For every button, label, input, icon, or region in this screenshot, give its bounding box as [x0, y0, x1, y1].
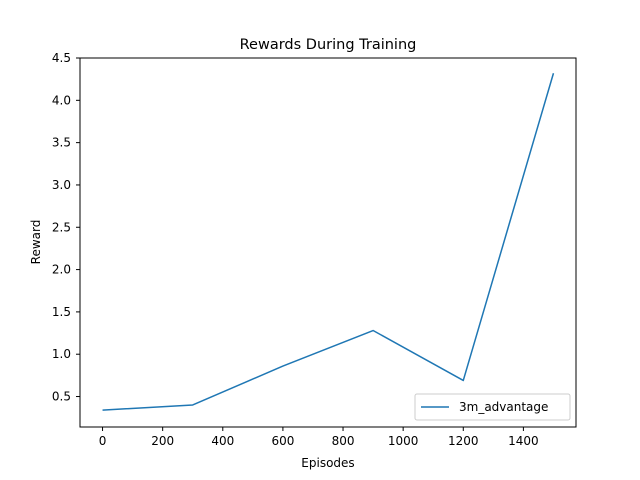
y-tick-label: 4.5 — [52, 51, 71, 65]
x-tick-label: 600 — [271, 434, 294, 448]
x-tick-label: 0 — [99, 434, 107, 448]
y-tick-label: 2.5 — [52, 220, 71, 234]
x-tick-label: 1200 — [448, 434, 479, 448]
x-tick-label: 800 — [332, 434, 355, 448]
y-tick-label: 3.0 — [52, 178, 71, 192]
x-axis-ticks: 0 200 400 600 800 1000 1200 1400 — [99, 427, 539, 448]
x-tick-label: 1400 — [508, 434, 539, 448]
y-tick-label: 4.0 — [52, 93, 71, 107]
y-tick-label: 0.5 — [52, 390, 71, 404]
chart-title: Rewards During Training — [240, 37, 417, 53]
series-line-0 — [102, 73, 555, 411]
x-tick-label: 1000 — [388, 434, 419, 448]
axes-frame — [79, 57, 577, 428]
x-axis-label: Episodes — [301, 456, 354, 470]
y-tick-label: 3.5 — [52, 136, 71, 150]
y-tick-label: 2.0 — [52, 263, 71, 277]
legend-box — [414, 393, 571, 421]
legend-series-label: 3m_advantage — [459, 400, 548, 414]
x-tick-label: 200 — [151, 434, 174, 448]
y-axis-ticks: 0.5 1.0 1.5 2.0 2.5 3.0 3.5 4.0 4.5 — [52, 51, 80, 404]
x-tick-label: 400 — [211, 434, 234, 448]
y-axis-label: Reward — [29, 220, 43, 265]
series-layer — [102, 73, 555, 411]
legend: 3m_advantage — [414, 393, 571, 421]
plot-area — [79, 57, 577, 428]
y-tick-label: 1.5 — [52, 305, 71, 319]
y-tick-label: 1.0 — [52, 347, 71, 361]
